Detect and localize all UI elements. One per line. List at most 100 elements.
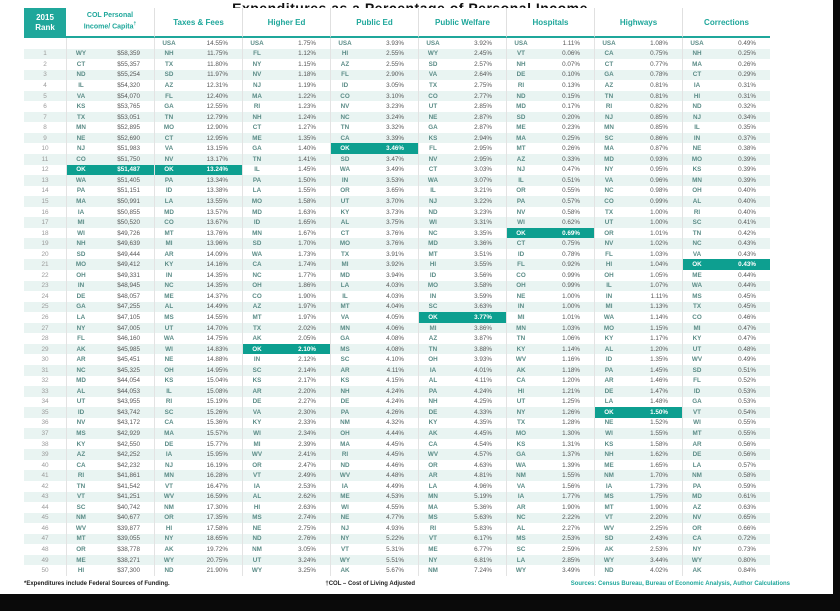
state-abbr: MT: [604, 503, 614, 511]
state-abbr: LA: [340, 282, 350, 290]
state-abbr: IN: [693, 134, 701, 142]
value: 0.56%: [738, 440, 756, 448]
value: 4.49%: [386, 482, 404, 490]
value: 14.35%: [206, 271, 228, 279]
value: 1.55%: [650, 430, 668, 437]
public-welfare-cell: GA 2.87%: [418, 122, 506, 133]
value: 3.86%: [474, 324, 492, 332]
state-abbr: WI: [165, 345, 173, 353]
rank-cell: 19: [41, 240, 49, 248]
state-abbr: DE: [340, 398, 350, 406]
state-abbr: WI: [517, 219, 525, 227]
value: 1.17%: [650, 335, 668, 343]
state-abbr: TX: [252, 324, 262, 332]
highways-cell: IL 1.07%: [594, 280, 682, 292]
state-abbr: HI: [429, 261, 437, 269]
value: 3.10%: [386, 92, 404, 100]
state-abbr: MI: [517, 313, 525, 321]
highways-cell: DE 1.47%: [594, 386, 682, 397]
taxes-fees-cell: WI 14.83%: [154, 343, 242, 355]
value: 0.75%: [650, 50, 668, 58]
higher-ed-cell: NY 1.15%: [242, 59, 330, 70]
corrections-cell: TX 0.45%: [682, 301, 770, 313]
state-abbr: KY: [516, 345, 526, 353]
higher-ed-cell: MA 1.22%: [242, 90, 330, 102]
table-row: 38 KY $42,550 DE 15.77% MI 2.39% MA 4.45% CA 4.54%…: [24, 438, 770, 450]
state-abbr: AZ: [604, 81, 614, 89]
page-footer: *Expenditures include Federal Sources of…: [24, 581, 790, 587]
hospitals-cell: MN 1.03%: [506, 322, 594, 334]
value: 1.11%: [650, 292, 668, 300]
taxes-fees-cell: IN 14.35%: [154, 270, 242, 281]
state-abbr: RI: [341, 451, 349, 459]
hospitals-cell: SC 2.59%: [506, 544, 594, 555]
value: 1.30%: [562, 430, 580, 437]
state-abbr: OH: [76, 271, 86, 279]
public-ed-cell: WI 4.55%: [330, 502, 418, 513]
state-abbr: OR: [692, 524, 702, 532]
state-abbr: MN: [252, 229, 262, 237]
state-abbr: CO: [428, 92, 438, 100]
state-abbr: NY: [604, 166, 614, 174]
state-abbr: GA: [164, 103, 174, 111]
state-abbr: KS: [692, 166, 702, 174]
state-abbr: WY: [251, 567, 263, 575]
value: 3.46%: [386, 145, 404, 153]
value: $45,325: [117, 366, 140, 374]
value: 0.98%: [650, 187, 668, 195]
state-abbr: VT: [340, 546, 350, 554]
value: 12.40%: [206, 92, 228, 100]
table-row: 47 MT $39,055 NY 18.65% ND 2.76% NY 5.22% VT 6.17%…: [24, 533, 770, 545]
state-abbr: TX: [76, 113, 86, 121]
taxes-fees-cell: OH 14.95%: [154, 364, 242, 376]
table-row: 37 MS $42,929 MA 15.57% WI 2.34% OH 4.44% AK 4.45%…: [24, 428, 770, 439]
state-abbr: NH: [164, 50, 174, 58]
value: 3.47%: [386, 155, 404, 163]
taxes-fees-cell: SD 11.97%: [154, 69, 242, 81]
state-abbr: MO: [163, 124, 175, 132]
value: 0.95%: [650, 166, 668, 174]
value: 1.67%: [298, 229, 316, 237]
value: 2.94%: [474, 134, 492, 142]
state-abbr: MA: [76, 197, 86, 205]
table-row: 40 CA $42,232 NJ 16.19% OR 2.47% ND 4.46% OR 4.63%…: [24, 459, 770, 471]
value: 0.07%: [562, 60, 580, 68]
state-abbr: ND: [692, 103, 702, 111]
value: 15.26%: [206, 408, 228, 416]
rank-cell: 26: [41, 313, 49, 321]
higher-ed-cell: IN 2.12%: [242, 354, 330, 365]
income-cell: VT $41,251: [66, 491, 154, 503]
value: 1.47%: [650, 387, 668, 395]
state-abbr: SC: [604, 134, 614, 142]
value: 2.53%: [562, 535, 580, 543]
value: 14.37%: [206, 292, 228, 300]
state-abbr: NC: [164, 282, 174, 290]
state-abbr: VT: [516, 50, 526, 58]
state-abbr: RI: [517, 81, 525, 89]
value: 5.83%: [474, 524, 492, 532]
income-cell: MO $49,412: [66, 259, 154, 271]
value: 0.51%: [562, 176, 580, 184]
higher-ed-cell: MS 2.74%: [242, 512, 330, 524]
corrections-cell: HI 0.31%: [682, 90, 770, 102]
value: 0.87%: [650, 145, 668, 153]
public-welfare-cell: MN 5.19%: [418, 491, 506, 503]
value: 2.33%: [298, 419, 316, 427]
value: 1.37%: [562, 451, 580, 459]
hospitals-cell: IA 1.77%: [506, 491, 594, 503]
state-abbr: OK: [516, 229, 526, 237]
corrections-cell: OH 0.40%: [682, 185, 770, 197]
state-abbr: OH: [604, 271, 614, 279]
taxes-fees-cell: TN 12.79%: [154, 111, 242, 123]
table-row: 42 TN $41,542 VT 16.47% IA 2.53% IA 4.49% LA 4.96%…: [24, 480, 770, 492]
value: 1.04%: [650, 261, 668, 269]
state-abbr: USA: [514, 39, 528, 47]
public-ed-cell: CA 3.39%: [330, 132, 418, 144]
corrections-cell: ID 0.53%: [682, 386, 770, 397]
state-abbr: NJ: [340, 524, 350, 532]
value: 4.06%: [386, 324, 404, 332]
corrections-cell: WV 0.49%: [682, 354, 770, 365]
state-abbr: AL: [164, 303, 174, 311]
public-ed-cell: IL 4.03%: [330, 291, 418, 302]
income-cell: IL $54,320: [66, 80, 154, 91]
